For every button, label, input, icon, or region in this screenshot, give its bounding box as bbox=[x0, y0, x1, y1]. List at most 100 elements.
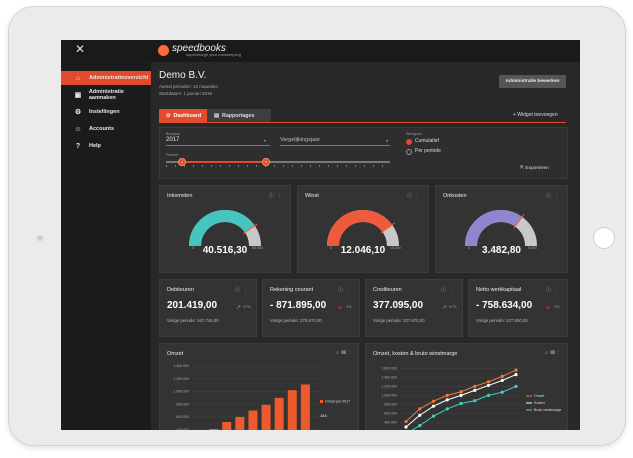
gauge-value: 3.482,80 bbox=[482, 245, 521, 256]
export-icon: ⇱ bbox=[520, 166, 525, 171]
data-point bbox=[514, 368, 518, 372]
data-point bbox=[514, 384, 518, 388]
prev-value: 427.500,00 bbox=[506, 318, 528, 323]
year-underline bbox=[166, 145, 270, 146]
omzet-bar-chart: 1.400.000 1.200.000 1.000.000 800.000 600.00… bbox=[173, 364, 350, 430]
kpi-value: - 871.895,00 bbox=[270, 300, 327, 311]
y-tick-label: 1.000.000 bbox=[173, 390, 189, 394]
bar bbox=[248, 410, 258, 430]
series-line bbox=[405, 374, 517, 428]
data-point bbox=[431, 399, 436, 403]
bar bbox=[261, 404, 271, 430]
home-button[interactable] bbox=[593, 227, 615, 249]
data-point bbox=[500, 374, 504, 378]
gauge-value: 40.516,30 bbox=[202, 245, 248, 256]
add-widget-button[interactable]: + Widget toevoegen bbox=[513, 112, 558, 118]
sidebar-item-administratieoverzicht[interactable]: ⌂ Administratieoverzicht bbox=[61, 71, 151, 85]
bar bbox=[209, 429, 219, 430]
gear-icon: ⚙ bbox=[74, 109, 82, 116]
data-point bbox=[404, 419, 408, 424]
gauge-value: 12.046,10 bbox=[340, 245, 386, 256]
y-tick-label: 600.000 bbox=[176, 415, 189, 419]
card-actions[interactable]: ⌕▥⋮ bbox=[336, 350, 353, 356]
sidebar-item-help[interactable]: ? Help bbox=[61, 139, 151, 153]
gauge-fill bbox=[465, 210, 523, 247]
bar bbox=[274, 397, 284, 430]
period-slider-start-handle[interactable]: 2 bbox=[178, 158, 186, 166]
data-point bbox=[514, 372, 518, 377]
sidebar-item-label: Instellingen bbox=[89, 109, 120, 115]
card-actions[interactable]: ⓘ⋮ bbox=[545, 287, 562, 293]
data-point bbox=[459, 390, 463, 394]
bar bbox=[235, 416, 245, 430]
edit-administration-button[interactable]: Administratie bewerken bbox=[499, 75, 566, 88]
sidebar-item-label: Administratie aanmaken bbox=[88, 89, 124, 101]
bar bbox=[300, 384, 310, 430]
y-tick-label: 800.000 bbox=[176, 402, 189, 406]
prev-value: 227.670,00 bbox=[403, 318, 425, 323]
period-slider-end-handle[interactable]: 8 bbox=[262, 158, 270, 166]
card-actions[interactable]: ⓘ⋮ bbox=[337, 287, 354, 293]
card-actions[interactable]: ⓘ⋮ bbox=[234, 287, 251, 293]
y-tick-label: 400.000 bbox=[176, 428, 189, 430]
card-actions[interactable]: ⓘ⋮ bbox=[545, 193, 562, 199]
sidebar-item-instellingen[interactable]: ⚙ Instellingen bbox=[61, 105, 151, 119]
gauge-card-onkosten: Onkosten ⓘ⋮ 0 5.000 3.482,80 bbox=[435, 185, 568, 273]
card-actions[interactable]: ⓘ⋮ bbox=[406, 193, 423, 199]
kpi-card-rekening-courant: Rekening courant ⓘ⋮ - 871.895,00 ↘ 3% Vo… bbox=[262, 279, 360, 337]
radio-cumulatief-label: Cumulatief bbox=[415, 138, 439, 144]
users-icon: ☺ bbox=[74, 125, 82, 133]
chevron-down-icon: ▾ bbox=[386, 138, 389, 143]
help-icon: ? bbox=[75, 142, 81, 150]
year-label: Boekjaar bbox=[166, 132, 180, 136]
data-point bbox=[459, 393, 463, 397]
prev-value: 279.670,00 bbox=[300, 318, 322, 323]
data-point bbox=[445, 407, 449, 411]
sidebar-item-accounts[interactable]: ☺ Accounts bbox=[61, 122, 151, 136]
tab-underline bbox=[159, 122, 566, 123]
view-mode-label: Weergave bbox=[406, 132, 422, 136]
legend-label: Kosten bbox=[534, 401, 545, 405]
y-tick-label: 800.000 bbox=[384, 403, 397, 407]
kpi-pct: 3% bbox=[346, 305, 352, 309]
data-point bbox=[431, 404, 436, 408]
y-tick-label: 400.000 bbox=[384, 421, 397, 425]
kpi-value: 201.419,00 bbox=[167, 300, 218, 311]
y-tick-label: 1.400.000 bbox=[173, 364, 189, 368]
tab-dashboard[interactable]: ⊙ Dashboard bbox=[159, 109, 207, 122]
tab-label: Rapportages bbox=[222, 112, 255, 119]
chart-card-omzet: Omzet ⌕▥⋮ 1.400.000 1.200.000 1.000.000 800… bbox=[159, 343, 359, 430]
card-title: Netto werkkapitaal bbox=[476, 287, 522, 293]
gauge-needle bbox=[242, 223, 258, 235]
tab-rapportages[interactable]: ▤ Rapportages bbox=[207, 109, 271, 122]
omzet-kosten-line-chart: 1.600.000 1.400.000 1.200.000 1.000.000 800.… bbox=[381, 366, 561, 430]
period-label: Periode bbox=[166, 153, 179, 157]
kpi-value: 377.095,00 bbox=[373, 300, 424, 311]
prev-label: Vorige periode: bbox=[373, 318, 402, 323]
card-actions[interactable]: ⌕▥⋮ bbox=[545, 350, 562, 356]
dashboard-icon: ⊙ bbox=[166, 112, 171, 119]
gauge-needle bbox=[380, 222, 395, 234]
sidebar-item-administratie-aanmaken[interactable]: ▣ Administratie aanmaken bbox=[61, 88, 151, 102]
gauge-inkomsten bbox=[189, 210, 261, 247]
legend-label: Bruto winstmarge bbox=[534, 408, 561, 412]
close-icon[interactable]: ✕ bbox=[75, 42, 86, 56]
card-actions[interactable]: ⓘ⋮ bbox=[268, 193, 285, 199]
radio-cumulatief[interactable] bbox=[406, 139, 412, 145]
export-button[interactable]: ⇱ Exporteren bbox=[520, 166, 549, 171]
kpi-previous: Vorige periode: 279.670,00 bbox=[270, 318, 322, 323]
kpi-previous: Vorige periode: 167.744,00 bbox=[167, 318, 219, 323]
logo-mark-icon bbox=[158, 45, 169, 56]
radio-per-periode[interactable] bbox=[406, 149, 412, 155]
main-content: Demo B.V. Aantal perioden: 12 maanden St… bbox=[151, 62, 580, 430]
period-slider-track[interactable] bbox=[166, 161, 390, 163]
data-point bbox=[459, 401, 463, 406]
camera-dot bbox=[37, 235, 43, 241]
home-icon: ⌂ bbox=[75, 74, 81, 82]
gauge-max: 15.000 bbox=[390, 246, 401, 250]
brand-name: speedbooks bbox=[172, 43, 226, 54]
kpi-card-netto-werkkapitaal: Netto werkkapitaal ⓘ⋮ - 758.634,00 ↘ 2% … bbox=[468, 279, 568, 337]
gauge-needle bbox=[513, 214, 525, 229]
tablet-frame: ✕ speedbooks supercharge your bookkeepin… bbox=[8, 6, 626, 446]
card-actions[interactable]: ⓘ⋮ bbox=[440, 287, 457, 293]
